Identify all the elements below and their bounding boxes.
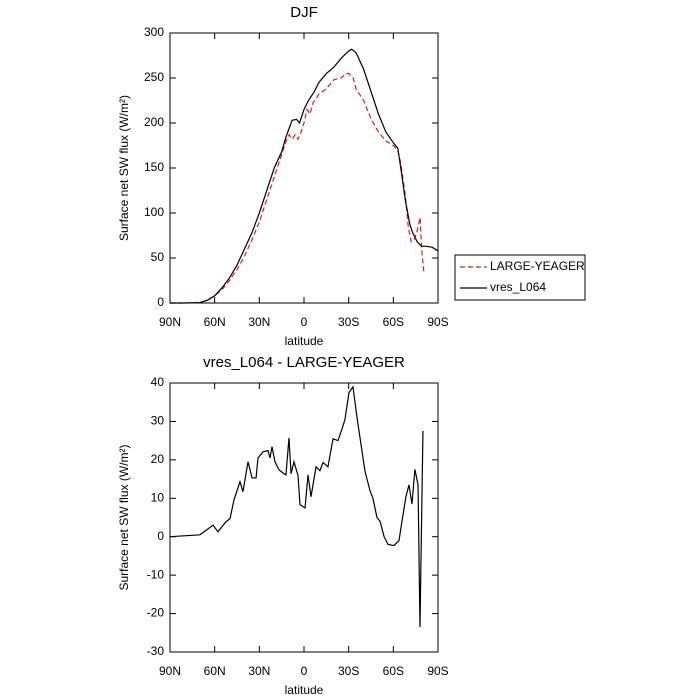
y-tick-label: 150 [144,160,164,174]
x-tick-label: 90N [159,664,181,678]
y-tick-label: 10 [151,490,165,504]
series-line [170,48,439,304]
legend-label: LARGE-YEAGER [490,259,585,273]
y-tick-label: -20 [147,606,165,620]
y-tick-label: -30 [147,644,165,658]
x-tick-label: 0 [301,664,308,678]
y-tick-label: -10 [147,567,165,581]
x-tick-label: 30N [248,315,270,329]
series-line [170,72,425,304]
panel: 90N 60N 30N 0 30S 60S 90S 0 50 100 150 200 250 300 DJF… [117,4,586,348]
x-tick-label: 60S [383,315,404,329]
x-axis-label: latitude [285,683,324,697]
y-tick-label: 100 [144,205,164,219]
panel: 90N 60N 30N 0 30S 60S 90S -30 -20 -10 0 10 20 30 40 vre… [117,354,449,697]
y-tick-label: 200 [144,115,164,129]
chart-title: vres_L064 - LARGE-YEAGER [203,354,405,371]
x-tick-label: 90S [427,315,448,329]
x-tick-label: 60N [204,664,226,678]
legend-box [454,254,586,301]
x-tick-label: 0 [301,315,308,329]
y-tick-label: 40 [151,375,165,389]
y-tick-label: 50 [151,250,165,264]
y-tick-label: 20 [151,452,165,466]
x-tick-label: 30N [248,664,270,678]
chart-title: DJF [290,4,318,21]
y-axis-label: Surface net SW flux (W/m²) [117,444,131,590]
y-tick-label: 250 [144,70,164,84]
series-line [169,385,424,628]
plot-frame [169,32,439,304]
x-tick-label: 90N [159,315,181,329]
y-tick-label: 0 [157,529,164,543]
legend-label: vres_L064 [490,280,546,294]
x-tick-label: 60S [383,664,404,678]
x-axis-label: latitude [285,334,324,348]
y-tick-label: 0 [157,295,164,309]
x-tick-label: 90S [427,664,448,678]
y-tick-label: 300 [144,25,164,39]
y-axis-label: Surface net SW flux (W/m²) [117,95,131,241]
y-tick-label: 30 [151,414,165,428]
x-tick-label: 30S [338,315,359,329]
x-tick-label: 60N [204,315,226,329]
plot-frame [169,382,439,653]
x-tick-label: 30S [338,664,359,678]
